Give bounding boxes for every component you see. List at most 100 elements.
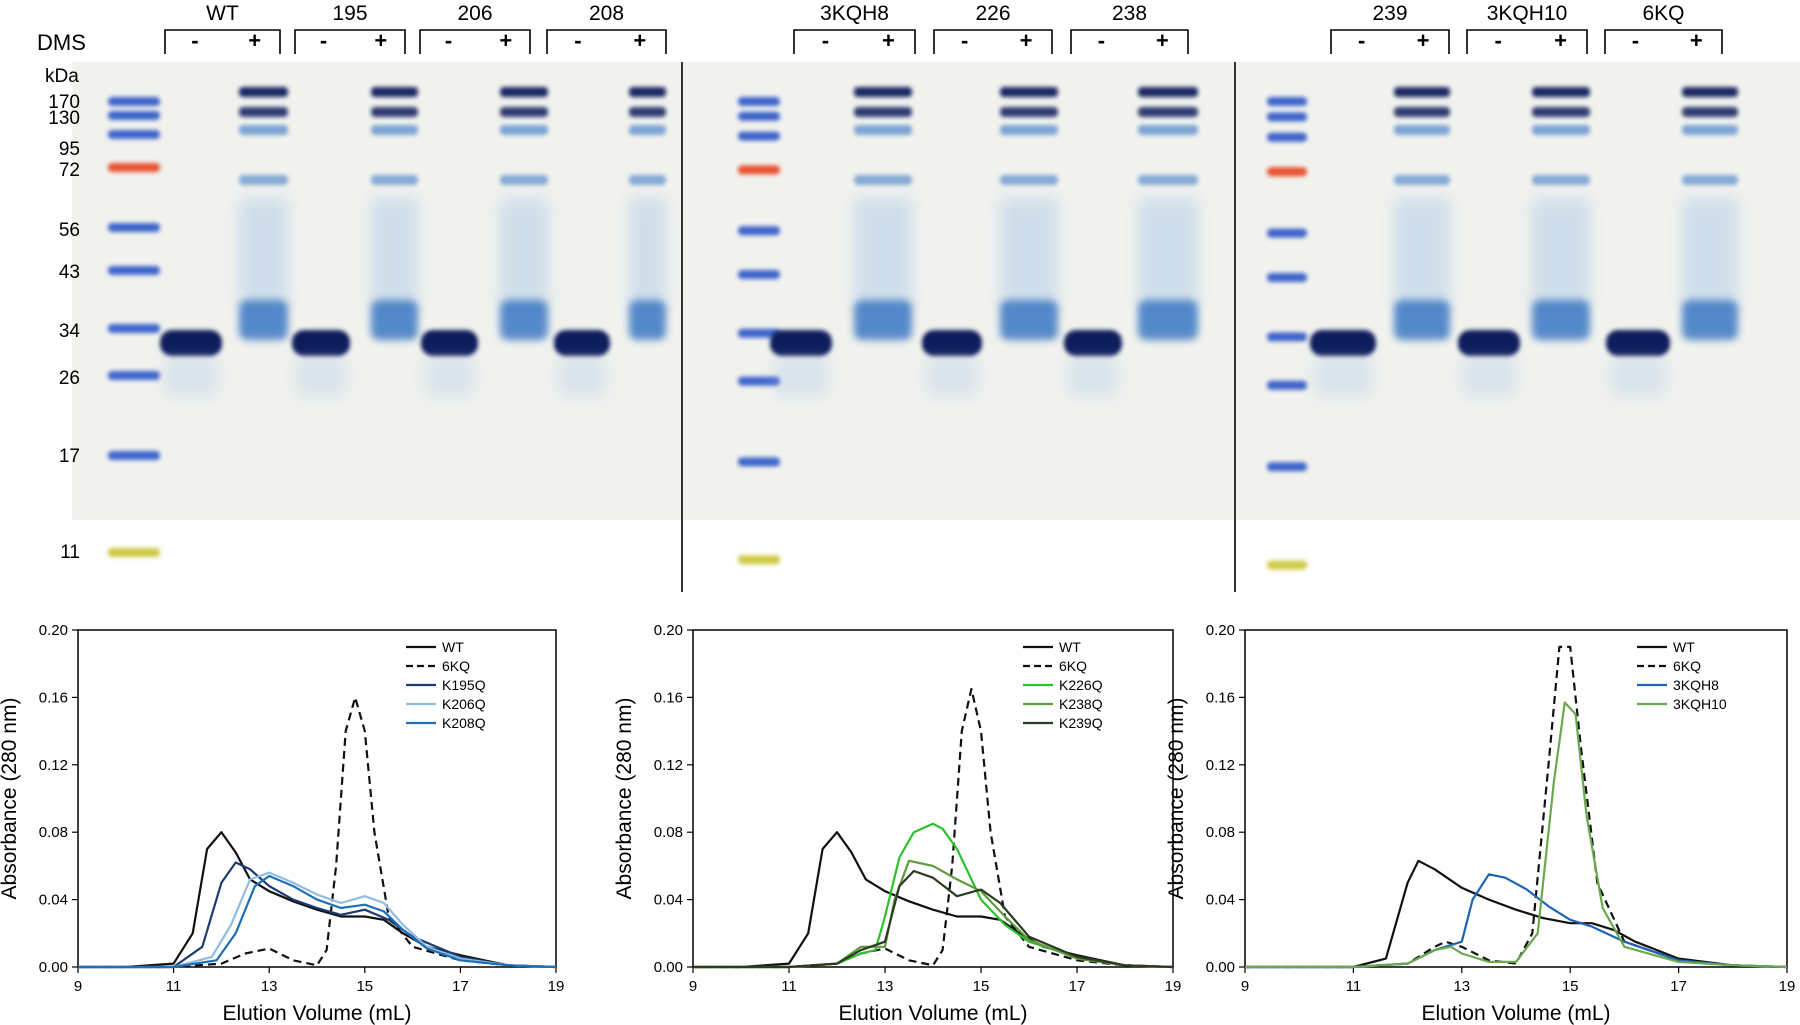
sample-bracket xyxy=(1466,29,1588,54)
oligomer-band xyxy=(1138,175,1198,185)
kda-label: kDa xyxy=(45,66,79,87)
monomer-band xyxy=(1606,330,1670,356)
monomer-band xyxy=(1310,330,1376,356)
y-tick-label: 0.20 xyxy=(39,622,68,639)
ladder-band xyxy=(108,371,160,380)
y-tick-label: 0.20 xyxy=(654,622,683,639)
monomer-band xyxy=(770,330,832,356)
oligomer-band xyxy=(1000,175,1058,185)
x-tick-label: 17 xyxy=(452,978,469,995)
sample-bracket xyxy=(1330,29,1450,54)
oligomer-band xyxy=(371,175,418,185)
oligomer-band xyxy=(629,87,666,97)
marker-label: 34 xyxy=(59,321,81,342)
oligomer-band xyxy=(371,125,418,135)
y-tick-label: 0.12 xyxy=(39,757,68,774)
sec-charts: 0.00 0.04 0.08 0.12 0.16 0.20 9 11 13 15 17 19 Eluti… xyxy=(0,622,1795,1025)
dms-plus-sign: + xyxy=(1417,28,1430,53)
y-tick-label: 0.04 xyxy=(654,892,683,909)
ladder-band xyxy=(738,376,780,386)
lane-dms-plus xyxy=(1532,87,1590,340)
y-tick-label: 0.20 xyxy=(1206,622,1235,639)
oligomer-band xyxy=(500,87,548,97)
plot-frame xyxy=(692,629,1174,968)
dimer-band xyxy=(1682,300,1738,340)
ladder-band xyxy=(108,111,160,120)
sample-label: 226 xyxy=(975,2,1010,25)
marker-label: 43 xyxy=(59,262,80,283)
ladder-band xyxy=(108,266,160,275)
band-smear xyxy=(1138,198,1198,308)
oligomer-band xyxy=(239,125,288,135)
series-line-3kqh10 xyxy=(1245,701,1788,969)
band-smear xyxy=(926,356,978,396)
y-tick-label: 0.08 xyxy=(39,824,68,841)
legend-label: 3KQH10 xyxy=(1673,696,1727,712)
ladder-band xyxy=(738,111,780,121)
sample-label: WT xyxy=(206,2,239,25)
oligomer-band xyxy=(1394,125,1450,135)
y-tick-label: 0.04 xyxy=(1206,892,1235,909)
oligomer-band xyxy=(500,125,548,135)
oligomer-band xyxy=(629,107,666,117)
sample-label: 239 xyxy=(1372,2,1407,25)
ladder-band xyxy=(108,324,160,333)
ladder-band xyxy=(108,548,160,557)
dms-minus-sign: - xyxy=(191,28,198,53)
series-line-6kq xyxy=(693,687,1174,969)
marker-label: 17 xyxy=(59,446,80,467)
marker-label: 95 xyxy=(59,139,80,160)
oligomer-band xyxy=(854,87,912,97)
dms-minus-sign: - xyxy=(1098,28,1105,53)
y-axis-label: Absorbance (280 nm) xyxy=(1165,698,1188,900)
band-smear xyxy=(774,356,828,396)
dimer-band xyxy=(1138,300,1198,340)
x-axis-label: Elution Volume (mL) xyxy=(222,1002,411,1025)
gel-image xyxy=(72,62,1800,592)
x-tick-label: 15 xyxy=(1562,978,1579,995)
lane-dms-plus xyxy=(1682,87,1738,340)
band-smear xyxy=(1462,356,1516,396)
dms-label: DMS xyxy=(37,30,86,55)
lane-dms-plus xyxy=(239,87,288,340)
lane-dms-minus xyxy=(922,330,982,396)
ladder-band xyxy=(1267,332,1307,342)
ladder-band xyxy=(738,328,780,338)
y-tick-label: 0.00 xyxy=(39,959,68,976)
oligomer-band xyxy=(239,107,288,117)
x-tick-label: 13 xyxy=(1453,978,1470,995)
band-smear xyxy=(425,356,474,396)
sample-label: 208 xyxy=(589,2,624,25)
x-tick-label: 9 xyxy=(74,978,82,995)
oligomer-band xyxy=(500,107,548,117)
ladder-band xyxy=(108,163,160,172)
dms-plus-sign: + xyxy=(1554,28,1567,53)
y-tick-label: 0.16 xyxy=(39,689,68,706)
dms-minus-sign: - xyxy=(574,28,581,53)
lane-dms-plus xyxy=(371,87,418,340)
marker-label: 26 xyxy=(59,368,80,389)
oligomer-band xyxy=(371,107,418,117)
monomer-band xyxy=(421,330,478,356)
legend-label: WT xyxy=(442,639,464,655)
sample-bracket xyxy=(294,29,406,54)
ladder-band xyxy=(1267,228,1307,238)
band-smear xyxy=(1682,198,1738,308)
y-tick-label: 0.04 xyxy=(39,892,68,909)
y-tick-label: 0.16 xyxy=(1206,689,1235,706)
oligomer-band xyxy=(629,125,666,135)
oligomer-band xyxy=(371,87,418,97)
series-line-6kq xyxy=(78,696,557,969)
y-tick-label: 0.08 xyxy=(1206,824,1235,841)
oligomer-band xyxy=(1138,107,1198,117)
sample-label: 3KQH8 xyxy=(820,2,889,25)
monomer-band xyxy=(1458,330,1520,356)
band-smear xyxy=(629,198,666,308)
lane-dms-minus xyxy=(421,330,478,396)
lane-dms-minus xyxy=(160,330,222,396)
legend-label: K239Q xyxy=(1059,715,1103,731)
band-smear xyxy=(854,198,912,308)
band-smear xyxy=(1000,198,1058,308)
dimer-band xyxy=(500,300,548,340)
